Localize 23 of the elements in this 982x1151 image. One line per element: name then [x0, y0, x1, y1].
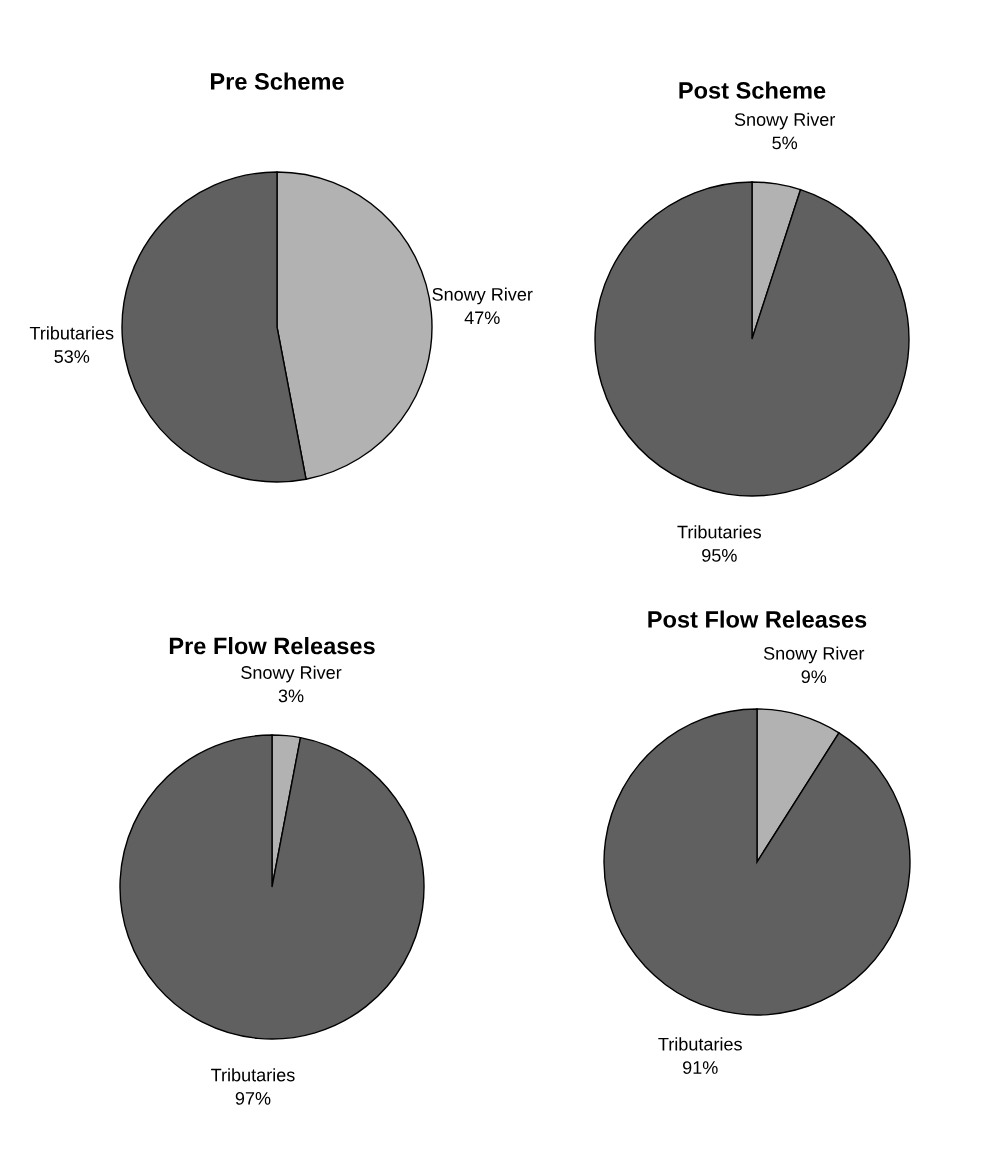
- slice-label: Snowy River: [432, 287, 533, 305]
- data-label: 95%: [702, 548, 737, 562]
- slice-label: Snowy River: [241, 665, 342, 683]
- chart-title: Post Flow Releases: [648, 610, 867, 628]
- data-label: 9%: [801, 670, 827, 684]
- data-label: 47%: [464, 311, 500, 325]
- chart-title: Post Scheme: [679, 81, 826, 99]
- slice-label: Tributaries: [677, 525, 761, 539]
- data-label: 53%: [54, 350, 90, 363]
- data-label: 3%: [278, 689, 304, 703]
- data-label: 97%: [235, 1092, 271, 1105]
- pie-slice: [603, 708, 911, 1016]
- slice-label: Tributaries: [211, 1068, 295, 1082]
- slice-label: Snowy River: [734, 112, 836, 130]
- slice-label: Snowy River: [763, 646, 865, 664]
- slice-label: Tributaries: [29, 326, 114, 340]
- chart-title: Pre Scheme: [210, 72, 344, 90]
- slice-label: Tributaries: [658, 1037, 742, 1051]
- pie-slice: [594, 181, 910, 497]
- pie-slice: [119, 734, 425, 1040]
- chart-title: Pre Flow Releases: [169, 636, 375, 655]
- data-label: 5%: [772, 136, 798, 150]
- data-label: 91%: [683, 1061, 718, 1074]
